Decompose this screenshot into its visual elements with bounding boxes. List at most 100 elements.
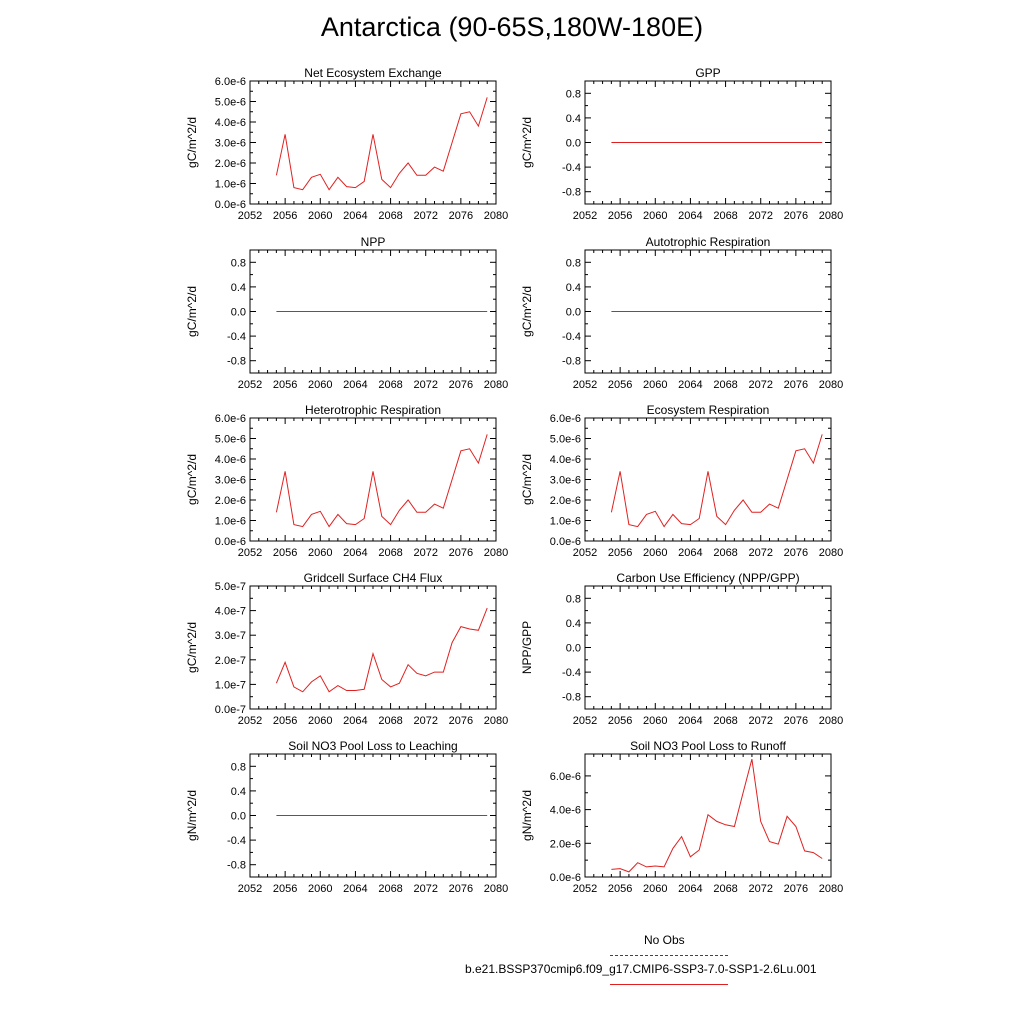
x-tick-label: 2064 (343, 379, 367, 391)
y-tick-label: 5.0e-6 (215, 434, 246, 446)
legend-model-line (610, 984, 728, 985)
x-tick-label: 2056 (608, 883, 632, 895)
x-tick-label: 2080 (484, 547, 508, 559)
plot-frame (584, 585, 832, 710)
y-tick-label: 2.0e-6 (215, 158, 246, 170)
x-tick-label: 2056 (608, 715, 632, 727)
x-tick-label: 2064 (343, 547, 367, 559)
y-tick-label: 2.0e-7 (215, 655, 246, 667)
chart-panel: Gridcell Surface CH4 Flux 2052 2056 2060 206… (185, 571, 508, 727)
panel-title: NPP (361, 235, 386, 249)
plot-frame (249, 585, 497, 710)
y-tick-label: 6.0e-6 (550, 413, 581, 425)
x-tick-label: 2072 (413, 883, 437, 895)
y-tick-label: 4.0e-6 (550, 454, 581, 466)
series-line (275, 607, 488, 693)
y-tick-label: 1.0e-6 (550, 516, 581, 528)
legend-obs-label: No Obs (644, 933, 685, 947)
panel-title: Soil NO3 Pool Loss to Runoff (630, 739, 787, 753)
y-axis-label: gC/m^2/d (185, 286, 199, 337)
y-axis-label: gC/m^2/d (520, 117, 534, 168)
x-tick-label: 2080 (484, 715, 508, 727)
y-tick-label: 2.0e-6 (550, 838, 581, 850)
x-tick-label: 2068 (378, 883, 402, 895)
panel-title: GPP (695, 66, 720, 80)
y-tick-label: 5.0e-6 (550, 434, 581, 446)
y-tick-label: 0.0e-6 (550, 536, 581, 548)
y-tick-label: 0.0e-7 (215, 704, 246, 716)
y-tick-label: 0.0e-6 (550, 872, 581, 884)
x-tick-label: 2060 (643, 547, 667, 559)
panel-title: Net Ecosystem Exchange (304, 66, 442, 80)
y-tick-label: 2.0e-6 (215, 495, 246, 507)
y-axis-label: gN/m^2/d (520, 790, 534, 841)
y-tick-label: 6.0e-6 (215, 413, 246, 425)
x-tick-label: 2064 (343, 883, 367, 895)
y-tick-label: 0.4 (566, 618, 581, 630)
x-tick-label: 2068 (713, 210, 737, 222)
x-tick-label: 2072 (748, 547, 772, 559)
x-tick-label: 2052 (238, 547, 262, 559)
panel-title: Soil NO3 Pool Loss to Leaching (288, 739, 457, 753)
x-tick-label: 2068 (713, 547, 737, 559)
y-tick-label: 0.4 (566, 113, 581, 125)
y-axis-label: gC/m^2/d (185, 454, 199, 505)
y-tick-label: 5.0e-7 (215, 581, 246, 593)
y-tick-label: -0.8 (562, 692, 581, 704)
x-tick-label: 2056 (273, 547, 297, 559)
x-tick-label: 2056 (273, 883, 297, 895)
x-tick-label: 2076 (784, 379, 808, 391)
y-tick-label: 4.0e-6 (550, 805, 581, 817)
y-tick-label: -0.4 (562, 162, 581, 174)
x-tick-label: 2080 (819, 715, 843, 727)
y-tick-label: 6.0e-6 (550, 771, 581, 783)
y-tick-label: 3.0e-6 (550, 475, 581, 487)
y-tick-label: 3.0e-7 (215, 630, 246, 642)
x-tick-label: 2056 (273, 210, 297, 222)
y-tick-label: 0.4 (231, 282, 246, 294)
legend-model-label: b.e21.BSSP370cmip6.f09_g17.CMIP6-SSP3-7.… (465, 962, 817, 976)
x-tick-label: 2072 (413, 379, 437, 391)
y-tick-label: 3.0e-6 (215, 475, 246, 487)
x-tick-label: 2072 (748, 883, 772, 895)
x-tick-label: 2064 (678, 210, 702, 222)
y-tick-label: 0.8 (566, 593, 581, 605)
x-tick-label: 2060 (308, 379, 332, 391)
x-tick-label: 2080 (484, 883, 508, 895)
y-tick-label: 4.0e-6 (215, 117, 246, 129)
x-tick-label: 2052 (573, 210, 597, 222)
x-tick-label: 2056 (273, 715, 297, 727)
y-tick-label: 0.0e-6 (215, 199, 246, 211)
x-tick-label: 2072 (748, 379, 772, 391)
x-tick-label: 2068 (378, 547, 402, 559)
legend-obs-line (610, 955, 728, 956)
chart-panel: Net Ecosystem Exchange 2052 2056 2060 2064 20… (185, 66, 508, 222)
x-tick-label: 2072 (413, 547, 437, 559)
y-axis-label: gC/m^2/d (520, 454, 534, 505)
x-tick-label: 2080 (819, 210, 843, 222)
x-tick-label: 2056 (608, 547, 632, 559)
x-tick-label: 2076 (449, 715, 473, 727)
y-tick-label: 0.4 (231, 786, 246, 798)
chart-panel: NPP 2052 2056 2060 2064 2068 2072 2076 2080 -0.8 -… (185, 235, 508, 391)
y-tick-label: -0.4 (562, 331, 581, 343)
x-tick-label: 2064 (678, 547, 702, 559)
chart-panel: Soil NO3 Pool Loss to Leaching 2052 2056 20… (185, 739, 508, 895)
series-line (275, 434, 488, 528)
y-tick-label: -0.4 (227, 331, 246, 343)
y-tick-label: 0.8 (231, 761, 246, 773)
series-line (611, 758, 823, 873)
x-tick-label: 2068 (378, 379, 402, 391)
y-tick-label: 2.0e-6 (550, 495, 581, 507)
y-tick-label: 0.0 (231, 307, 246, 319)
y-tick-label: -0.8 (562, 356, 581, 368)
x-tick-label: 2052 (238, 883, 262, 895)
x-tick-label: 2080 (819, 379, 843, 391)
x-tick-label: 2052 (573, 547, 597, 559)
x-tick-label: 2060 (643, 715, 667, 727)
y-tick-label: 6.0e-6 (215, 76, 246, 88)
x-tick-label: 2052 (238, 379, 262, 391)
x-tick-label: 2076 (784, 547, 808, 559)
x-tick-label: 2072 (413, 210, 437, 222)
y-tick-label: 0.0 (566, 138, 581, 150)
